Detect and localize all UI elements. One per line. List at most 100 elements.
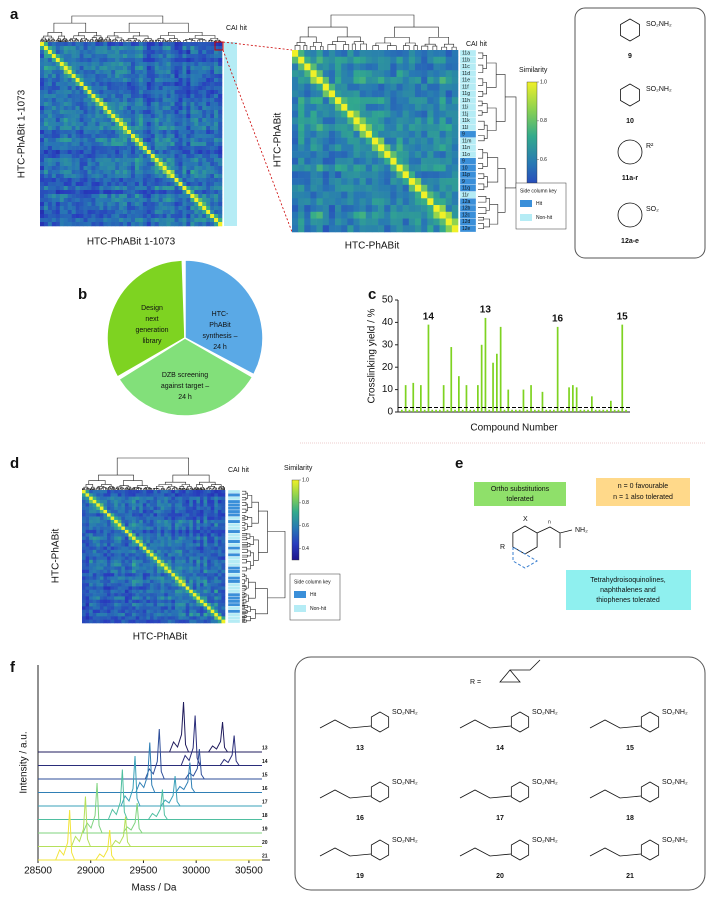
- heatmap-cell: [82, 613, 86, 617]
- heatmap-cell: [414, 144, 422, 152]
- heatmap-cell: [304, 164, 311, 172]
- dendrogram: [360, 43, 367, 50]
- heatmap-cell: [189, 539, 194, 544]
- heatmap-cell: [40, 198, 45, 203]
- heatmap-cell: [117, 566, 122, 571]
- heatmap-cell: [55, 74, 61, 79]
- heatmap-cell: [206, 58, 211, 63]
- heatmap-cell: [40, 82, 45, 87]
- heatmap-cell: [298, 130, 305, 138]
- heatmap-cell: [189, 503, 194, 507]
- heatmap-cell: [214, 526, 219, 531]
- heatmap-cell: [365, 198, 373, 206]
- heatmap-cell: [189, 619, 194, 624]
- bar: [534, 409, 536, 412]
- heatmap-cell: [89, 513, 94, 517]
- heatmap-cell: [167, 606, 172, 610]
- heatmap-cell: [182, 194, 187, 199]
- heatmap-cell: [207, 543, 211, 547]
- heatmap-cell: [186, 186, 191, 191]
- heatmap-cell: [79, 114, 84, 119]
- heatmap-cell: [178, 566, 183, 571]
- heatmap-cell: [217, 569, 222, 574]
- heatmap-cell: [421, 110, 428, 118]
- dendrogram: [478, 173, 485, 180]
- heatmap-cell: [203, 539, 208, 544]
- heatmap-cell: [103, 603, 108, 607]
- heatmap-cell: [328, 171, 336, 179]
- heatmap-cell: [75, 106, 80, 111]
- heatmap-cell: [196, 523, 201, 527]
- heatmap-cell: [210, 546, 215, 551]
- heatmap-cell: [192, 603, 197, 607]
- heatmap-cell: [115, 190, 120, 195]
- heatmap-cell: [316, 184, 324, 192]
- heatmap-cell: [142, 599, 147, 604]
- heatmap-cell: [202, 78, 207, 83]
- heatmap-cell: [198, 194, 203, 199]
- heatmap-cell: [328, 178, 336, 186]
- heatmap-cell: [127, 190, 132, 195]
- heatmap-cell: [194, 42, 199, 47]
- heatmap-cell: [131, 154, 136, 159]
- dendrogram: [201, 488, 203, 490]
- heatmap-cell: [71, 202, 76, 207]
- heatmap-cell: [128, 566, 133, 571]
- heatmap-cell: [310, 205, 317, 213]
- heatmap-cell: [153, 543, 158, 547]
- heatmap-cell: [171, 583, 176, 587]
- heatmap-cell: [139, 569, 144, 574]
- heatmap-cell: [82, 490, 86, 494]
- heatmap-cell: [194, 134, 199, 139]
- heatmap-cell: [310, 70, 317, 78]
- heatmap-cell: [328, 124, 336, 132]
- heatmap-cell: [138, 78, 144, 83]
- heatmap-cell: [178, 50, 183, 55]
- heatmap-cell: [170, 206, 175, 211]
- heatmap-cell: [134, 86, 140, 91]
- heatmap-cell: [162, 78, 167, 83]
- dendrogram: [58, 35, 65, 39]
- heatmap-cell: [185, 549, 190, 554]
- heatmap-cell: [174, 606, 179, 610]
- heatmap-cell: [190, 130, 195, 135]
- heatmap-cell: [55, 214, 61, 219]
- heatmap-cell: [51, 114, 57, 119]
- heatmap-cell: [92, 509, 97, 514]
- heatmap-cell: [218, 110, 223, 115]
- heatmap-cell: [198, 142, 203, 147]
- heatmap-cell: [196, 566, 201, 571]
- dendrogram: [210, 37, 219, 41]
- heatmap-cell: [196, 513, 201, 517]
- heatmap-cell: [40, 42, 45, 47]
- heatmap-cell: [99, 82, 104, 87]
- heatmap-cell: [174, 114, 179, 119]
- heatmap-cell: [310, 63, 317, 71]
- heatmap-cell: [40, 114, 45, 119]
- heatmap-cell: [91, 198, 96, 203]
- heatmap-cell: [142, 162, 148, 167]
- heatmap-cell: [322, 164, 330, 172]
- heatmap-cell: [99, 490, 104, 494]
- heatmap-cell: [99, 78, 104, 83]
- heatmap-cell: [89, 606, 94, 610]
- heatmap-cell: [166, 42, 171, 47]
- heatmap-cell: [162, 158, 167, 163]
- heatmap-cell: [87, 166, 92, 171]
- heatmap-cell: [114, 599, 119, 604]
- heatmap-cell: [190, 190, 195, 195]
- heatmap-cell: [83, 90, 88, 95]
- dendrogram: [402, 45, 410, 50]
- heatmap-cell: [103, 114, 108, 119]
- heatmap-cell: [111, 114, 116, 119]
- heatmap-cell: [390, 137, 397, 145]
- heatmap-cell: [164, 603, 169, 607]
- heatmap-cell: [365, 211, 373, 219]
- dendrogram: [200, 486, 205, 489]
- side-column-cell: [227, 596, 241, 600]
- heatmap-cell: [43, 70, 49, 75]
- heatmap-cell: [135, 576, 140, 581]
- heatmap-cell: [107, 493, 111, 497]
- heatmap-cell: [117, 503, 122, 507]
- row-label: 11f: [462, 84, 469, 90]
